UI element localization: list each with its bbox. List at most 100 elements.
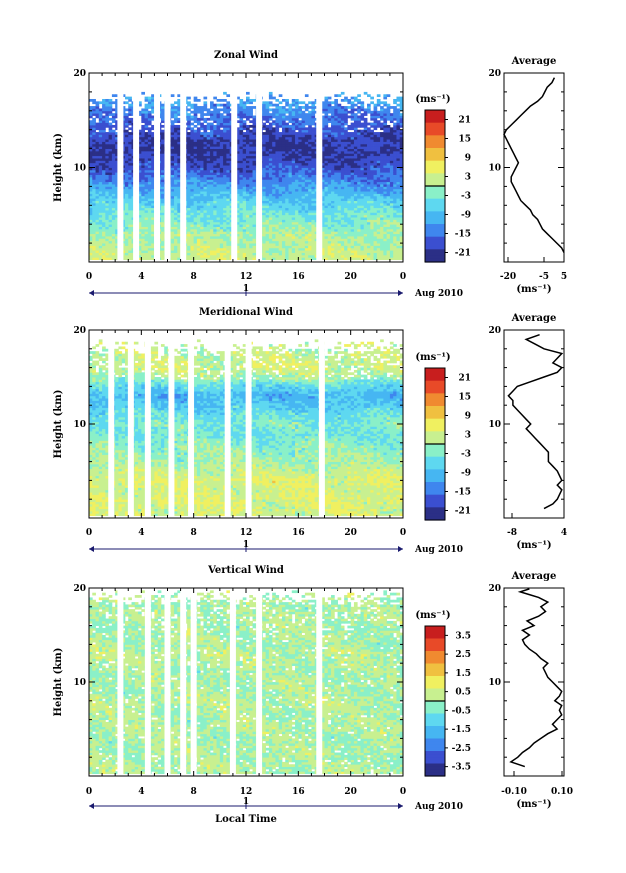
heatmap-cell bbox=[171, 172, 175, 175]
heatmap-cell bbox=[217, 212, 221, 215]
heatmap-cell bbox=[272, 191, 276, 194]
heatmap-cell bbox=[289, 184, 293, 187]
heatmap-cell bbox=[174, 156, 178, 159]
heatmap-cell bbox=[171, 257, 175, 260]
heatmap-cell bbox=[272, 130, 276, 133]
heatmap-cell bbox=[285, 196, 289, 199]
heatmap-cell bbox=[275, 120, 279, 123]
heatmap-cell bbox=[145, 201, 149, 204]
heatmap-cell bbox=[187, 158, 191, 161]
heatmap-cell bbox=[282, 196, 286, 199]
heatmap-cell bbox=[253, 170, 257, 173]
heatmap-cell bbox=[187, 193, 191, 196]
heatmap-cell bbox=[197, 127, 201, 130]
heatmap-cell bbox=[295, 134, 299, 137]
heatmap-cell bbox=[210, 215, 214, 218]
heatmap-cell bbox=[266, 101, 270, 104]
heatmap-cell bbox=[161, 215, 165, 218]
heatmap-cell bbox=[305, 248, 309, 251]
heatmap-cell bbox=[308, 156, 312, 159]
heatmap-cell bbox=[194, 212, 198, 215]
heatmap-cell bbox=[223, 116, 227, 119]
heatmap-cell bbox=[243, 222, 247, 225]
heatmap-cell bbox=[128, 201, 132, 204]
heatmap-cell bbox=[125, 113, 129, 116]
heatmap-cell bbox=[109, 106, 113, 109]
heatmap-cell bbox=[246, 134, 250, 137]
heatmap-cell bbox=[269, 123, 273, 126]
heatmap-cell bbox=[292, 255, 296, 258]
heatmap-cell bbox=[302, 163, 306, 166]
heatmap-cell bbox=[282, 191, 286, 194]
heatmap-cell bbox=[187, 222, 191, 225]
heatmap-cell bbox=[128, 208, 132, 211]
heatmap-cell bbox=[331, 189, 335, 192]
heatmap-cell bbox=[92, 160, 96, 163]
heatmap-cell bbox=[89, 189, 93, 192]
heatmap-cell bbox=[289, 172, 293, 175]
heatmap-cell bbox=[128, 222, 132, 225]
heatmap-cell bbox=[243, 179, 247, 182]
heatmap-cell bbox=[217, 236, 221, 239]
heatmap-cell bbox=[102, 106, 106, 109]
heatmap-cell bbox=[89, 227, 93, 230]
heatmap-cell bbox=[200, 134, 204, 137]
heatmap-cell bbox=[331, 179, 335, 182]
heatmap-cell bbox=[331, 130, 335, 133]
heatmap-cell bbox=[207, 205, 211, 208]
heatmap-cell bbox=[92, 144, 96, 147]
heatmap-cell bbox=[187, 196, 191, 199]
heatmap-cell bbox=[174, 113, 178, 116]
heatmap-cell bbox=[200, 146, 204, 149]
heatmap-cell bbox=[272, 153, 276, 156]
heatmap-cell bbox=[279, 172, 283, 175]
heatmap-cell bbox=[311, 106, 315, 109]
heatmap-cell bbox=[89, 142, 93, 145]
heatmap-cell bbox=[269, 255, 273, 258]
heatmap-cell bbox=[266, 144, 270, 147]
heatmap-cell bbox=[210, 160, 214, 163]
heatmap-cell bbox=[272, 238, 276, 241]
heatmap-cell bbox=[243, 177, 247, 180]
heatmap-cell bbox=[174, 217, 178, 220]
heatmap-cell bbox=[194, 182, 198, 185]
heatmap-cell bbox=[213, 156, 217, 159]
heatmap-cell bbox=[243, 229, 247, 232]
heatmap-cell bbox=[92, 193, 96, 196]
heatmap-cell bbox=[325, 186, 329, 189]
heatmap-cell bbox=[305, 215, 309, 218]
heatmap-cell bbox=[92, 238, 96, 241]
heatmap-cell bbox=[207, 158, 211, 161]
heatmap-cell bbox=[217, 234, 221, 237]
heatmap-cell bbox=[275, 253, 279, 256]
heatmap-cell bbox=[302, 215, 306, 218]
heatmap-cell bbox=[249, 234, 253, 237]
heatmap-cell bbox=[145, 127, 149, 130]
heatmap-cell bbox=[109, 186, 113, 189]
heatmap-cell bbox=[279, 116, 283, 119]
heatmap-cell bbox=[246, 253, 250, 256]
heatmap-cell bbox=[298, 151, 302, 154]
heatmap-cell bbox=[298, 139, 302, 142]
heatmap-cell bbox=[325, 151, 329, 154]
heatmap-cell bbox=[325, 156, 329, 159]
heatmap-cell bbox=[298, 227, 302, 230]
heatmap-cell bbox=[171, 210, 175, 213]
heatmap-cell bbox=[210, 222, 214, 225]
heatmap-cell bbox=[285, 142, 289, 145]
heatmap-cell bbox=[200, 170, 204, 173]
heatmap-cell bbox=[109, 175, 113, 178]
heatmap-cell bbox=[331, 212, 335, 215]
heatmap-cell bbox=[174, 146, 178, 149]
heatmap-cell bbox=[187, 205, 191, 208]
heatmap-cell bbox=[302, 184, 306, 187]
heatmap-cell bbox=[295, 224, 299, 227]
heatmap-cell bbox=[325, 165, 329, 168]
heatmap-cell bbox=[243, 156, 247, 159]
heatmap-cell bbox=[194, 118, 198, 121]
heatmap-cell bbox=[262, 212, 266, 215]
heatmap-cell bbox=[190, 238, 194, 241]
heatmap-cell bbox=[148, 134, 152, 137]
heatmap-cell bbox=[109, 208, 113, 211]
heatmap-cell bbox=[292, 241, 296, 244]
